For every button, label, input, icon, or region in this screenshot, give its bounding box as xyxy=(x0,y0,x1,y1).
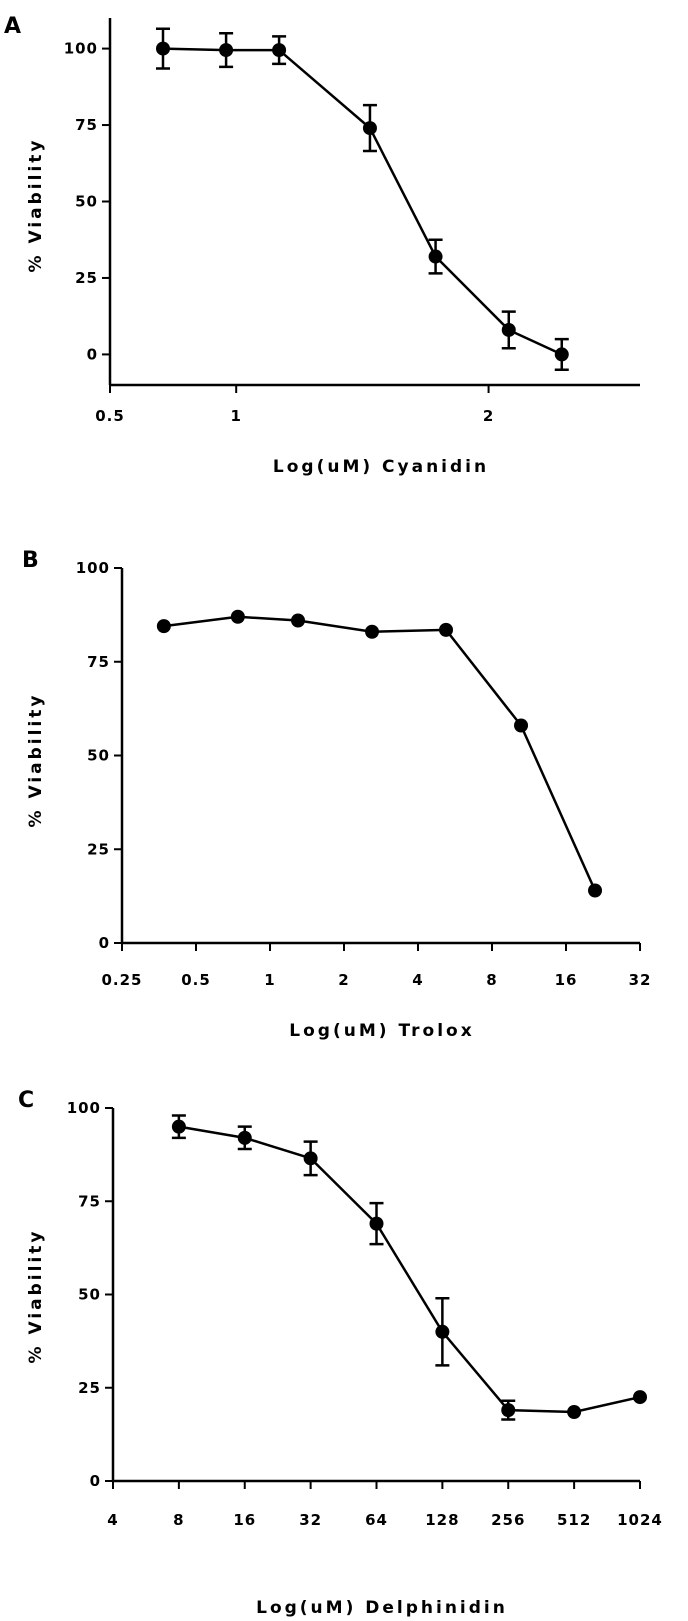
panel-b-series-line xyxy=(163,615,597,892)
panel-b-y-tick-label: 75 xyxy=(87,653,110,671)
panel-a-y-tick-label: 25 xyxy=(75,269,98,287)
panel-c-data-point xyxy=(369,1216,384,1231)
panel-c-y-tick-label: 25 xyxy=(78,1379,101,1397)
panel-b-y-ticks: 0 25 50 75 100 xyxy=(76,559,122,952)
panel-c-x-ticks: 4 8 16 32 64 128 256 512 1024 xyxy=(107,1481,663,1529)
panel-b-data-point xyxy=(588,883,603,898)
panel-c-x-tick-label: 1024 xyxy=(617,1511,663,1529)
panel-b-data-point xyxy=(365,624,380,639)
panel-b-x-tick-label: 8 xyxy=(486,971,497,989)
panel-a-y-ticks: 0 25 50 75 100 xyxy=(64,40,110,363)
panel-c-y-axis-title: % Viability xyxy=(26,1229,46,1364)
panel-c-x-tick-label: 32 xyxy=(299,1511,322,1529)
panel-b-x-axis-title: Log(uM) Trolox xyxy=(289,1021,474,1041)
panel-a-series-line xyxy=(162,47,563,356)
panel-c-data-point xyxy=(633,1390,647,1405)
panel-a-y-tick-label: 0 xyxy=(87,345,98,363)
panel-c-x-tick-label: 256 xyxy=(491,1511,525,1529)
panel-b-label: B xyxy=(22,548,39,573)
panel-b-x-tick-label: 4 xyxy=(412,971,423,989)
panel-b-x-tick-label: 32 xyxy=(629,971,652,989)
panel-a-data-point xyxy=(362,121,377,136)
panel-b-series xyxy=(156,609,603,898)
panel-a-label: A xyxy=(4,14,21,39)
panel-a-data-point xyxy=(554,347,569,362)
panel-a-x-axis-title: Log(uM) Cyanidin xyxy=(273,457,489,477)
panel-a-data-point xyxy=(272,43,287,58)
panel-c-x-tick-label: 4 xyxy=(107,1511,118,1529)
panel-a-x-tick-label: 2 xyxy=(483,407,494,425)
panel-b: B 0 25 50 75 100 0.25 0.5 1 2 4 8 16 32 % Viability… xyxy=(22,548,652,1041)
panel-a-x-tick-label: 0.5 xyxy=(95,407,125,425)
panel-c-x-tick-label: 16 xyxy=(233,1511,256,1529)
panel-b-y-tick-label: 25 xyxy=(87,840,110,858)
panel-c-label: C xyxy=(18,1088,34,1113)
panel-c-x-tick-label: 128 xyxy=(425,1511,459,1529)
panel-b-data-point xyxy=(439,622,454,637)
panel-a-x-ticks: 0.5 1 2 xyxy=(95,385,494,425)
panel-b-data-point xyxy=(156,619,171,634)
panel-a-x-tick-label: 1 xyxy=(230,407,241,425)
panel-a-data-point xyxy=(156,41,170,56)
panel-c-data-point xyxy=(303,1151,318,1166)
panel-b-data-point xyxy=(230,609,245,624)
panel-b-x-tick-label: 16 xyxy=(555,971,578,989)
panel-a-y-tick-label: 75 xyxy=(75,116,98,134)
panel-b-data-point xyxy=(291,613,306,628)
panel-c-series-line xyxy=(178,1125,641,1414)
panel-c-y-tick-label: 100 xyxy=(67,1099,101,1117)
panel-c-y-tick-label: 0 xyxy=(90,1472,101,1490)
panel-b-y-axis-title: % Viability xyxy=(26,693,46,828)
panel-b-y-tick-label: 50 xyxy=(87,747,110,765)
panel-c-data-point xyxy=(501,1403,516,1418)
panel-a-series xyxy=(156,27,569,371)
panel-c-data-point xyxy=(435,1324,450,1339)
panel-c-y-tick-label: 50 xyxy=(78,1286,101,1304)
panel-c-series xyxy=(171,1114,647,1421)
panel-a-data-point xyxy=(501,322,516,337)
panel-b-x-tick-label: 0.25 xyxy=(101,971,142,989)
panel-c-x-axis-title: Log(uM) Delphinidin xyxy=(256,1598,508,1618)
panel-c-x-tick-label: 8 xyxy=(173,1511,184,1529)
panel-b-y-tick-label: 100 xyxy=(76,559,110,577)
panel-c: C 0 25 50 75 100 4 8 16 32 64 128 256 512 1024 % Via… xyxy=(18,1088,663,1618)
panel-c-x-tick-label: 512 xyxy=(557,1511,591,1529)
panel-c-data-point xyxy=(237,1130,252,1145)
panel-a-y-tick-label: 100 xyxy=(64,40,98,58)
panel-b-x-ticks: 0.25 0.5 1 2 4 8 16 32 xyxy=(101,943,652,989)
panel-c-data-point xyxy=(567,1404,582,1419)
panel-b-x-tick-label: 1 xyxy=(264,971,275,989)
panel-a-y-tick-label: 50 xyxy=(75,193,98,211)
panel-a-data-point xyxy=(219,43,234,58)
panel-b-data-point xyxy=(514,718,529,733)
panel-c-y-tick-label: 75 xyxy=(78,1192,101,1210)
panel-c-x-tick-label: 64 xyxy=(365,1511,388,1529)
panel-b-y-tick-label: 0 xyxy=(99,934,110,952)
panel-a: A 0 25 50 75 100 0.5 1 2 % Viability Log(uM) C… xyxy=(4,14,640,477)
panel-b-x-tick-label: 0.5 xyxy=(181,971,211,989)
panel-a-y-axis-title: % Viability xyxy=(26,138,46,273)
panel-b-x-tick-label: 2 xyxy=(338,971,349,989)
panel-c-data-point xyxy=(171,1119,186,1134)
panel-c-y-ticks: 0 25 50 75 100 xyxy=(67,1099,113,1490)
panel-a-data-point xyxy=(428,249,443,264)
